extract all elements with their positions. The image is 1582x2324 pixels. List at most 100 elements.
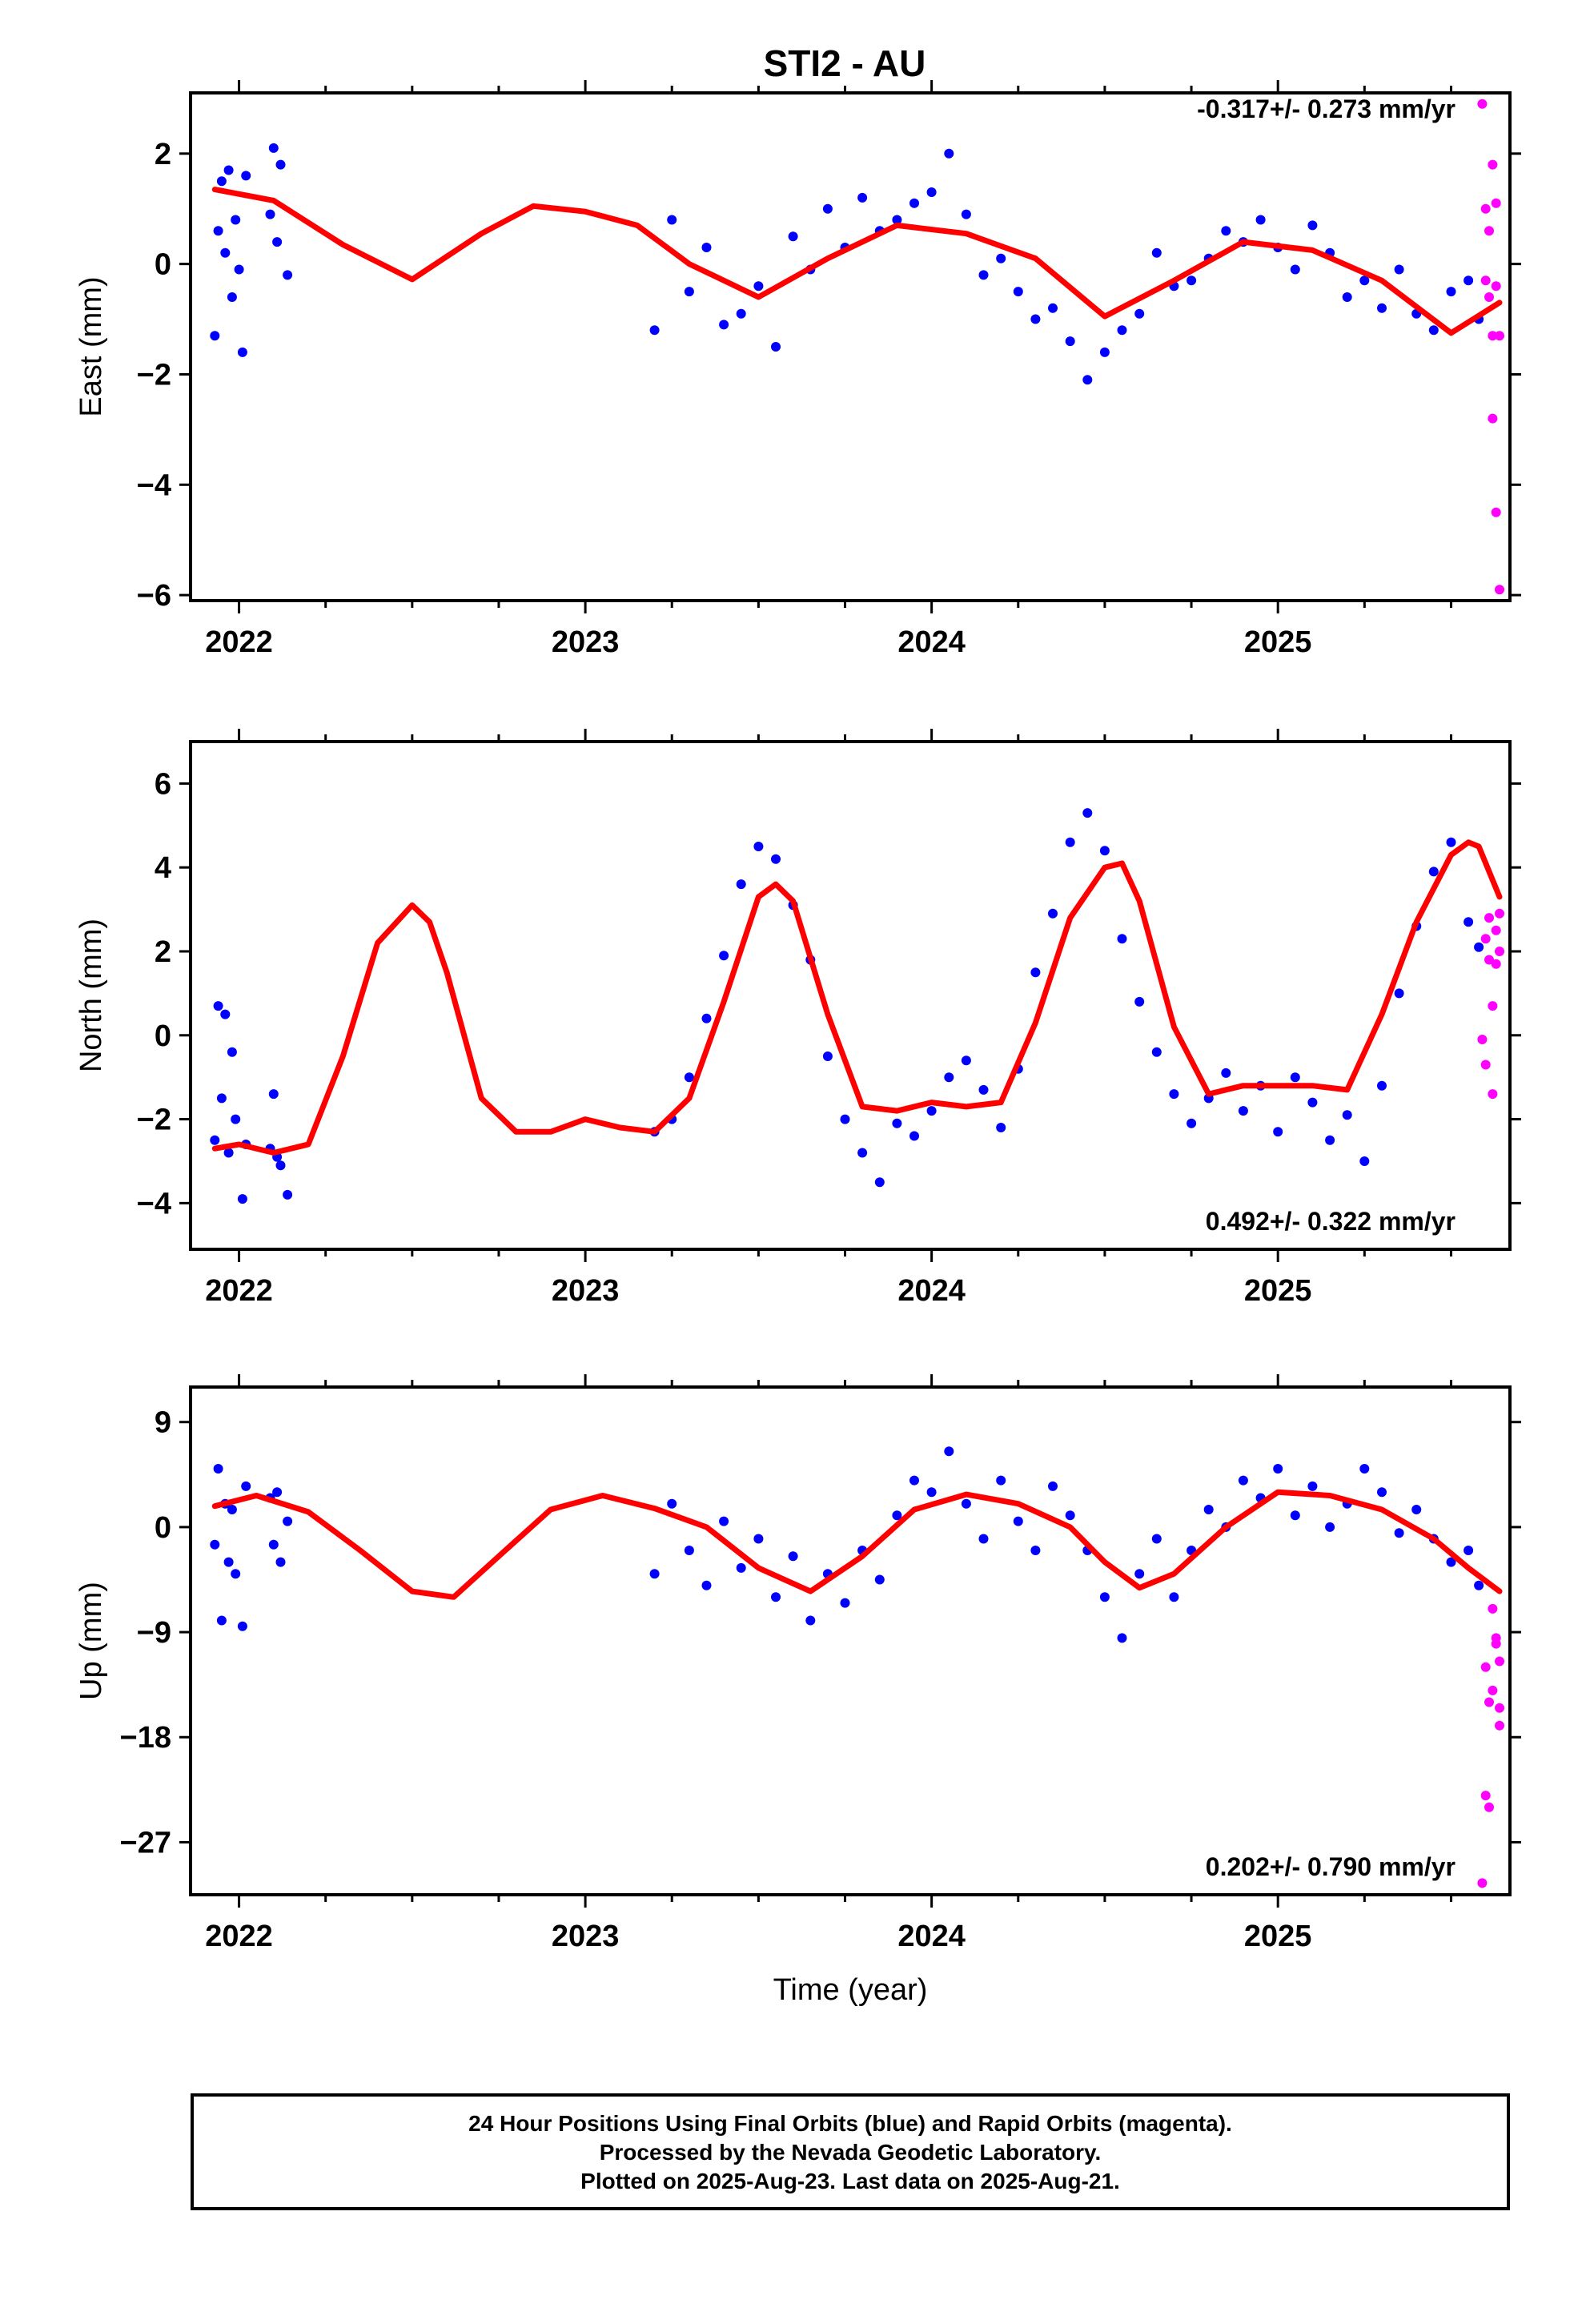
north-rate-label: 0.492+/- 0.322 mm/yr [1206, 1207, 1456, 1236]
up-y-tick-label: 9 [155, 1406, 171, 1440]
east-rapid-point [1484, 292, 1494, 302]
north-final-point [231, 1114, 241, 1124]
north-data-layer [210, 808, 1504, 1204]
north-final-point [1428, 866, 1439, 877]
east-final-point [223, 165, 234, 175]
caption-line-2: Processed by the Nevada Geodetic Laborat… [599, 2140, 1102, 2165]
up-rapid-point [1488, 1603, 1498, 1614]
north-final-point [978, 1084, 989, 1095]
up-final-point [1273, 1464, 1283, 1474]
up-final-point [667, 1498, 677, 1509]
east-final-point [1290, 264, 1300, 275]
east-final-point [771, 342, 781, 352]
up-rapid-point [1491, 1633, 1501, 1643]
up-final-point [1290, 1510, 1300, 1521]
east-final-point [227, 292, 237, 302]
north-final-point [1151, 1047, 1162, 1057]
north-final-point [719, 951, 729, 961]
up-final-point [231, 1569, 241, 1579]
north-final-point [216, 1093, 227, 1104]
up-final-point [684, 1546, 694, 1555]
north-final-point [1474, 942, 1484, 952]
east-rate-label: -0.317+/- 0.273 mm/yr [1197, 94, 1456, 123]
up-final-point [649, 1569, 660, 1579]
north-final-point [1065, 837, 1075, 847]
east-final-point [909, 198, 919, 208]
east-final-point [1117, 325, 1127, 336]
up-final-point [1238, 1475, 1248, 1486]
up-data-layer [210, 1446, 1504, 1888]
north-final-point [1307, 1097, 1318, 1108]
up-final-point [736, 1562, 746, 1573]
north-final-point [1446, 837, 1456, 847]
east-rapid-point [1488, 331, 1498, 341]
up-rapid-point [1495, 1720, 1504, 1731]
east-final-point [978, 270, 989, 280]
east-x-tick-label: 2023 [552, 625, 620, 659]
up-rapid-point [1488, 1685, 1498, 1695]
up-final-point [275, 1557, 286, 1567]
north-y-tick-label: −4 [137, 1187, 171, 1220]
east-panel: 2 0 −2 −4 −6 2022 2023 2024 2025 East (mm) -0.317+… [74, 80, 1521, 659]
north-rapid-point [1484, 955, 1494, 965]
up-x-tick-label: 2025 [1244, 1920, 1312, 1953]
east-rapid-point [1491, 281, 1501, 292]
chart-title: STI2 - AU [764, 42, 926, 84]
up-rapid-point [1495, 1656, 1504, 1667]
up-rapid-point [1484, 1697, 1494, 1707]
north-final-point [857, 1148, 868, 1158]
north-final-point [753, 842, 764, 851]
up-final-point [216, 1615, 227, 1626]
up-final-point [1030, 1546, 1041, 1555]
up-final-point [788, 1551, 798, 1562]
up-final-point [892, 1510, 902, 1521]
east-x-tick-label: 2025 [1244, 625, 1312, 659]
north-final-point [210, 1135, 220, 1145]
east-final-point [1099, 347, 1110, 357]
up-final-point [1325, 1522, 1335, 1532]
east-x-tick-label: 2024 [897, 625, 966, 659]
up-final-point [237, 1621, 247, 1631]
up-final-point [1446, 1557, 1456, 1567]
east-final-point [1359, 275, 1370, 286]
up-final-point [805, 1615, 816, 1626]
north-y-tick-label: 0 [155, 1019, 171, 1053]
north-rapid-point [1495, 908, 1504, 919]
east-final-point [857, 192, 868, 203]
east-final-point [736, 308, 746, 319]
east-final-point [926, 187, 937, 197]
north-final-point [1290, 1072, 1300, 1083]
north-final-point [223, 1148, 234, 1158]
north-final-point [1359, 1156, 1370, 1166]
east-data-layer [210, 99, 1504, 595]
east-final-point [788, 231, 798, 242]
east-final-point [1307, 220, 1318, 231]
east-y-axis-label: East (mm) [74, 276, 108, 416]
up-final-point [753, 1534, 764, 1544]
east-rapid-point [1488, 159, 1498, 170]
north-y-tick-label: 4 [155, 851, 171, 885]
up-final-point [1134, 1569, 1145, 1579]
east-rapid-point [1480, 203, 1491, 214]
east-final-point [1221, 226, 1231, 236]
up-x-tick-label: 2022 [205, 1920, 273, 1953]
up-final-point [1151, 1534, 1162, 1544]
north-final-point [275, 1160, 286, 1171]
north-final-point [213, 1001, 223, 1011]
north-y-tick-label: 2 [155, 935, 171, 969]
north-rapid-point [1480, 1059, 1491, 1070]
north-final-point [736, 879, 746, 890]
up-rapid-point [1484, 1802, 1494, 1812]
up-y-tick-label: −9 [137, 1616, 171, 1650]
up-rapid-point [1495, 1703, 1504, 1713]
east-final-point [701, 243, 712, 252]
up-final-point [1394, 1528, 1404, 1538]
up-final-point [1359, 1464, 1370, 1474]
north-rapid-point [1491, 925, 1501, 935]
east-y-tick-label: 2 [155, 138, 171, 171]
caption-box: 24 Hour Positions Using Final Orbits (bl… [191, 2093, 1510, 2210]
up-final-point [719, 1516, 729, 1526]
up-final-point [978, 1534, 989, 1544]
up-y-tick-label: −18 [120, 1721, 171, 1755]
east-final-point [237, 347, 247, 357]
